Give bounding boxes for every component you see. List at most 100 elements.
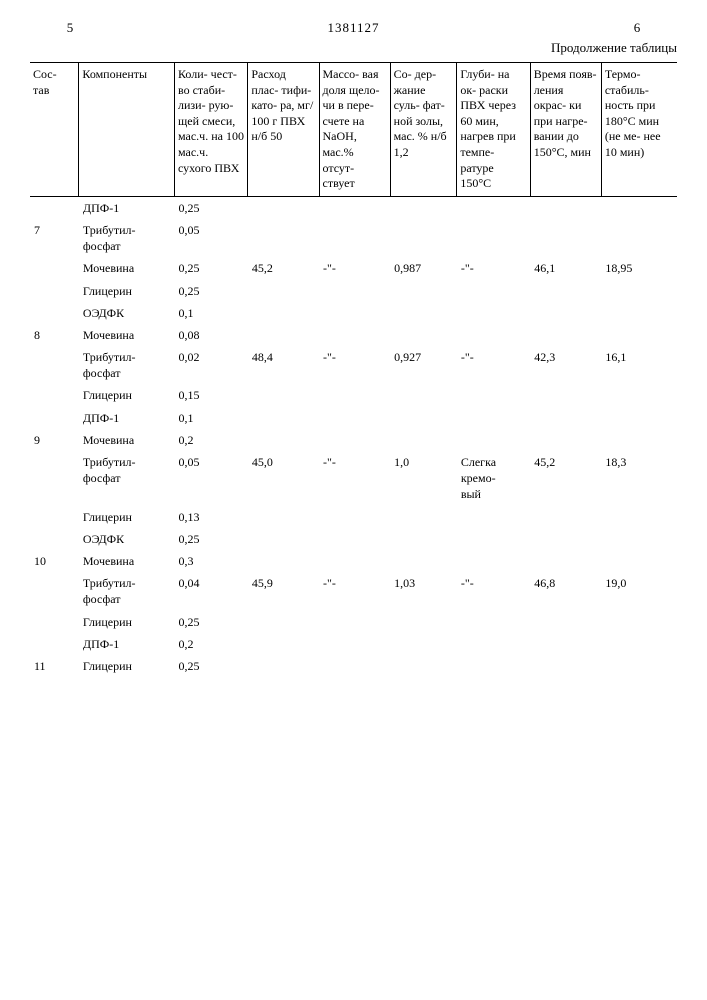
table-cell [30, 257, 79, 279]
table-cell [457, 324, 530, 346]
table-cell: -"- [457, 572, 530, 610]
table-cell: 45,2 [248, 257, 319, 279]
table-cell [319, 302, 390, 324]
table-cell [248, 302, 319, 324]
table-cell [390, 196, 457, 219]
table-row: Глицерин0,25 [30, 611, 677, 633]
table-cell: 0,04 [175, 572, 248, 610]
table-row: ОЭДФК0,25 [30, 528, 677, 550]
table-cell [601, 528, 677, 550]
table-cell: 0,25 [175, 528, 248, 550]
table-cell: -"- [319, 451, 390, 506]
table-cell [530, 506, 601, 528]
table-cell: 18,95 [601, 257, 677, 279]
table-cell: 11 [30, 655, 79, 677]
table-cell: 16,1 [601, 346, 677, 384]
table-cell: 42,3 [530, 346, 601, 384]
table-row: Мочевина0,2545,2-"-0,987-"-46,118,95 [30, 257, 677, 279]
table-row: ДПФ-10,1 [30, 407, 677, 429]
table-cell [601, 655, 677, 677]
table-cell [530, 384, 601, 406]
data-table: Сос- тав Компоненты Коли- чест- во стаби… [30, 62, 677, 677]
table-cell: -"- [457, 346, 530, 384]
table-cell [30, 407, 79, 429]
table-row: Трибутил- фосфат0,0445,9-"-1,03-"-46,819… [30, 572, 677, 610]
table-cell [457, 407, 530, 429]
table-cell: -"- [319, 257, 390, 279]
col-header: Компоненты [79, 63, 175, 197]
table-cell: Мочевина [79, 550, 175, 572]
table-cell [30, 611, 79, 633]
table-cell [30, 346, 79, 384]
table-cell [457, 384, 530, 406]
table-cell: 1,03 [390, 572, 457, 610]
table-cell: 7 [30, 219, 79, 257]
table-cell [319, 196, 390, 219]
page-header: 5 1381127 6 [30, 20, 677, 36]
table-cell [457, 550, 530, 572]
table-cell [248, 429, 319, 451]
table-cell: 0,08 [175, 324, 248, 346]
table-cell [319, 324, 390, 346]
table-row: 11Глицерин0,25 [30, 655, 677, 677]
table-cell [248, 655, 319, 677]
table-cell: 0,927 [390, 346, 457, 384]
table-cell: Глицерин [79, 506, 175, 528]
table-cell: -"- [319, 346, 390, 384]
table-cell [457, 219, 530, 257]
table-cell: 0,05 [175, 219, 248, 257]
table-row: ДПФ-10,25 [30, 196, 677, 219]
table-cell [390, 407, 457, 429]
table-cell: 0,15 [175, 384, 248, 406]
table-cell [457, 196, 530, 219]
table-cell [390, 528, 457, 550]
table-cell [601, 429, 677, 451]
table-cell [319, 219, 390, 257]
table-cell: Мочевина [79, 324, 175, 346]
table-cell [248, 611, 319, 633]
table-cell: Слегка кремо- вый [457, 451, 530, 506]
table-cell: 0,25 [175, 257, 248, 279]
table-cell: Глицерин [79, 655, 175, 677]
document-number: 1381127 [110, 20, 597, 36]
table-cell [601, 324, 677, 346]
table-cell [390, 633, 457, 655]
table-cell [601, 550, 677, 572]
table-cell [319, 384, 390, 406]
table-cell [390, 611, 457, 633]
table-cell [457, 528, 530, 550]
table-cell: ДПФ-1 [79, 633, 175, 655]
table-row: Глицерин0,15 [30, 384, 677, 406]
table-cell [601, 280, 677, 302]
table-continuation-label: Продолжение таблицы [30, 40, 677, 56]
table-cell [30, 633, 79, 655]
table-cell [457, 655, 530, 677]
table-cell: 9 [30, 429, 79, 451]
table-cell: 0,2 [175, 633, 248, 655]
col-header: Со- дер- жание суль- фат- ной золы, мас.… [390, 63, 457, 197]
table-cell: ОЭДФК [79, 302, 175, 324]
table-cell: Мочевина [79, 429, 175, 451]
table-cell [248, 633, 319, 655]
table-cell [319, 506, 390, 528]
table-cell [390, 429, 457, 451]
table-cell [390, 384, 457, 406]
table-header-row: Сос- тав Компоненты Коли- чест- во стаби… [30, 63, 677, 197]
table-cell [248, 528, 319, 550]
table-cell [601, 302, 677, 324]
table-cell [601, 633, 677, 655]
table-cell [30, 572, 79, 610]
col-header: Термо- стабиль- ность при 180°С мин (не … [601, 63, 677, 197]
table-cell [457, 506, 530, 528]
table-cell [30, 384, 79, 406]
table-cell [319, 407, 390, 429]
table-cell [530, 196, 601, 219]
table-cell [319, 280, 390, 302]
table-cell [248, 324, 319, 346]
col-header: Время появ- ления окрас- ки при нагре- в… [530, 63, 601, 197]
table-cell: -"- [457, 257, 530, 279]
table-cell [390, 219, 457, 257]
table-cell [248, 407, 319, 429]
table-cell [248, 280, 319, 302]
table-cell [319, 633, 390, 655]
